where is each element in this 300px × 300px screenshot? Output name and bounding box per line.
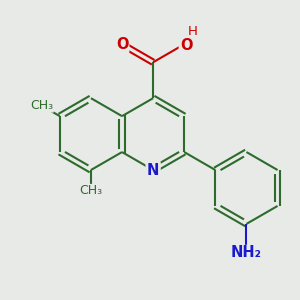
Text: H: H bbox=[188, 25, 198, 38]
Text: O: O bbox=[116, 37, 128, 52]
Text: NH₂: NH₂ bbox=[231, 245, 262, 260]
Text: O: O bbox=[180, 38, 192, 53]
Text: CH₃: CH₃ bbox=[30, 99, 53, 112]
Text: CH₃: CH₃ bbox=[80, 184, 103, 197]
Text: N: N bbox=[147, 163, 159, 178]
